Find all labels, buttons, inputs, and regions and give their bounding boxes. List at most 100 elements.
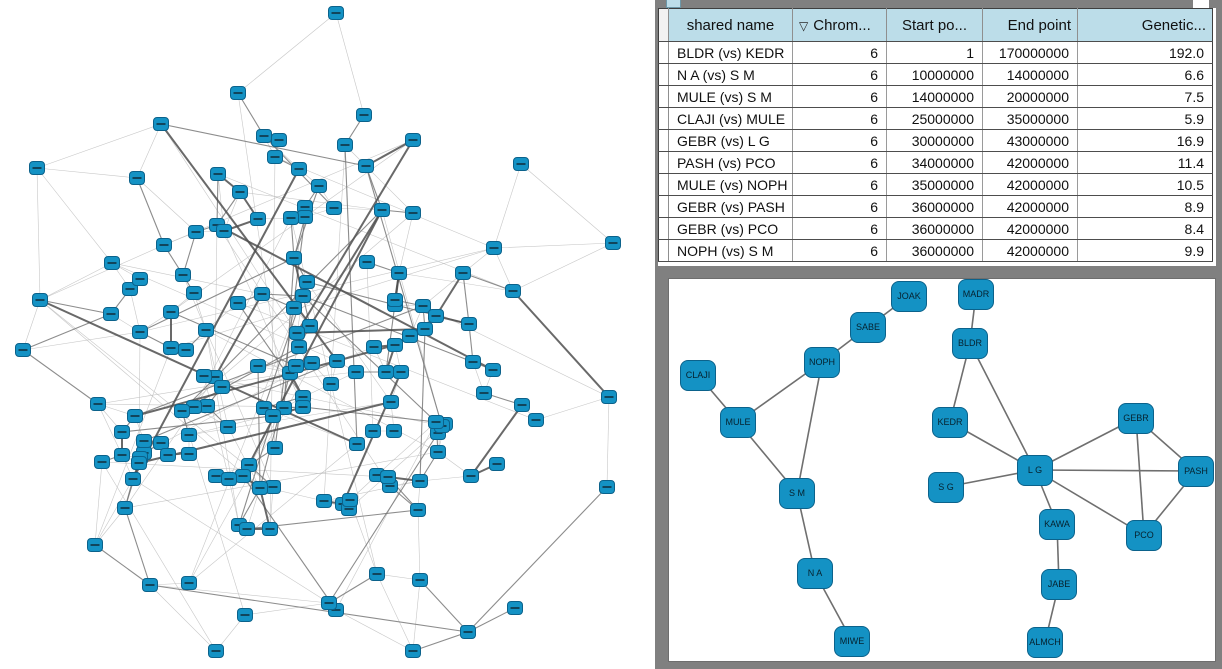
node-ALMCH[interactable]: ALMCH [1027,626,1063,658]
table-row[interactable]: GEBR (vs) L G 6 30000000 43000000 16.9 [658,129,1213,152]
cell-end-point[interactable]: 43000000 [982,129,1078,152]
cell-genetic[interactable]: 6.6 [1077,63,1213,86]
table-row[interactable]: GEBR (vs) PASH 6 36000000 42000000 8.9 [658,195,1213,218]
column-header-end-point[interactable]: End point [982,8,1078,42]
cell-shared-name[interactable]: BLDR (vs) KEDR [668,41,793,64]
dense-edge [94,478,134,546]
node-SABE[interactable]: SABE [850,311,886,343]
cell-chromosome[interactable]: 6 [792,41,887,64]
overlay-edge-L G-PASH[interactable] [1034,469,1197,472]
table-row[interactable]: NOPH (vs) S M 6 36000000 42000000 9.9 [658,239,1213,262]
node-N-A[interactable]: N A [797,557,833,589]
cell-chromosome[interactable]: 6 [792,151,887,174]
cell-start-position[interactable]: 36000000 [886,217,983,240]
node-S-M[interactable]: S M [779,477,815,509]
table-row[interactable]: MULE (vs) NOPH 6 35000000 42000000 10.5 [658,173,1213,196]
cell-end-point[interactable]: 42000000 [982,217,1078,240]
overlay-edge-BLDR-L G[interactable] [969,342,1036,471]
node-MADR[interactable]: MADR [958,278,994,310]
node-CLAJI[interactable]: CLAJI [680,359,716,391]
dense-edge [121,415,274,433]
dense-node-label-smudge [238,475,248,477]
cell-chromosome[interactable]: 6 [792,63,887,86]
node-NOPH[interactable]: NOPH [804,346,840,378]
cell-start-position[interactable]: 30000000 [886,129,983,152]
node-KAWA[interactable]: KAWA [1039,508,1075,540]
cell-genetic[interactable]: 10.5 [1077,173,1213,196]
cell-genetic[interactable]: 7.5 [1077,85,1213,108]
cell-genetic[interactable]: 16.9 [1077,129,1213,152]
cell-chromosome[interactable]: 6 [792,107,887,130]
cell-shared-name[interactable]: NOPH (vs) S M [668,239,793,262]
cell-genetic[interactable]: 5.9 [1077,107,1213,130]
cell-start-position[interactable]: 14000000 [886,85,983,108]
cell-shared-name[interactable]: PASH (vs) PCO [668,151,793,174]
cell-end-point[interactable]: 14000000 [982,63,1078,86]
column-header-chromosome[interactable]: ▽ Chrom... [792,8,887,42]
table-row[interactable]: N A (vs) S M 6 10000000 14000000 6.6 [658,63,1213,86]
cell-shared-name[interactable]: N A (vs) S M [668,63,793,86]
cell-start-position[interactable]: 34000000 [886,151,983,174]
column-header-genetic[interactable]: Genetic... [1077,8,1213,42]
node-PCO[interactable]: PCO [1126,519,1162,551]
overlay-edge-L G-PCO[interactable] [1034,469,1145,536]
dense-edge [335,609,414,652]
table-row[interactable]: GEBR (vs) PCO 6 36000000 42000000 8.4 [658,217,1213,240]
cell-start-position[interactable]: 25000000 [886,107,983,130]
cell-shared-name[interactable]: GEBR (vs) L G [668,129,793,152]
node-MULE[interactable]: MULE [720,406,756,438]
cell-genetic[interactable]: 8.9 [1077,195,1213,218]
overlay-edge-GEBR-PCO[interactable] [1135,417,1145,536]
node-JOAK[interactable]: JOAK [891,280,927,312]
cell-end-point[interactable]: 42000000 [982,195,1078,218]
cell-chromosome[interactable]: 6 [792,217,887,240]
cell-genetic[interactable]: 9.9 [1077,239,1213,262]
cell-end-point[interactable]: 20000000 [982,85,1078,108]
cell-end-point[interactable]: 42000000 [982,173,1078,196]
cell-start-position[interactable]: 10000000 [886,63,983,86]
cell-genetic[interactable]: 192.0 [1077,41,1213,64]
dense-node-label-smudge [415,480,425,482]
cell-end-point[interactable]: 42000000 [982,151,1078,174]
cell-end-point[interactable]: 35000000 [982,107,1078,130]
cell-chromosome[interactable]: 6 [792,85,887,108]
overlay-edge-NOPH-S M[interactable] [796,361,823,494]
node-BLDR[interactable]: BLDR [952,327,988,359]
node-KEDR[interactable]: KEDR [932,406,968,438]
cell-chromosome[interactable]: 6 [792,239,887,262]
column-header-start-position[interactable]: Start po... [886,8,983,42]
cell-start-position[interactable]: 35000000 [886,173,983,196]
cell-chromosome[interactable]: 6 [792,173,887,196]
cell-start-position[interactable]: 36000000 [886,239,983,262]
node-L-G[interactable]: L G [1017,454,1053,486]
dense-edge [417,509,421,581]
cell-start-position[interactable]: 1 [886,41,983,64]
filter-icon[interactable]: ▽ [799,18,809,33]
table-row[interactable]: CLAJI (vs) MULE 6 25000000 35000000 5.9 [658,107,1213,130]
cell-shared-name[interactable]: GEBR (vs) PCO [668,217,793,240]
dense-node-label-smudge [120,507,130,509]
table-row[interactable]: PASH (vs) PCO 6 34000000 42000000 11.4 [658,151,1213,174]
node-MIWE[interactable]: MIWE [834,625,870,657]
node-GEBR[interactable]: GEBR [1118,402,1154,434]
table-row[interactable]: BLDR (vs) KEDR 6 1 170000000 192.0 [658,41,1213,64]
cell-shared-name[interactable]: GEBR (vs) PASH [668,195,793,218]
cell-end-point[interactable]: 170000000 [982,41,1078,64]
cell-shared-name[interactable]: CLAJI (vs) MULE [668,107,793,130]
cell-genetic[interactable]: 8.4 [1077,217,1213,240]
cell-end-point[interactable]: 42000000 [982,239,1078,262]
node-JABE[interactable]: JABE [1041,568,1077,600]
table-row[interactable]: MULE (vs) S M 6 14000000 20000000 7.5 [658,85,1213,108]
cell-chromosome[interactable]: 6 [792,129,887,152]
dense-node-label-smudge [431,315,441,317]
dense-edge [170,311,297,367]
cell-genetic[interactable]: 11.4 [1077,151,1213,174]
node-S-G[interactable]: S G [928,471,964,503]
column-header-shared-name[interactable]: shared name [668,8,793,42]
cell-chromosome[interactable]: 6 [792,195,887,218]
node-PASH[interactable]: PASH [1178,455,1214,487]
cell-shared-name[interactable]: MULE (vs) NOPH [668,173,793,196]
cell-shared-name[interactable]: MULE (vs) S M [668,85,793,108]
cell-start-position[interactable]: 36000000 [886,195,983,218]
